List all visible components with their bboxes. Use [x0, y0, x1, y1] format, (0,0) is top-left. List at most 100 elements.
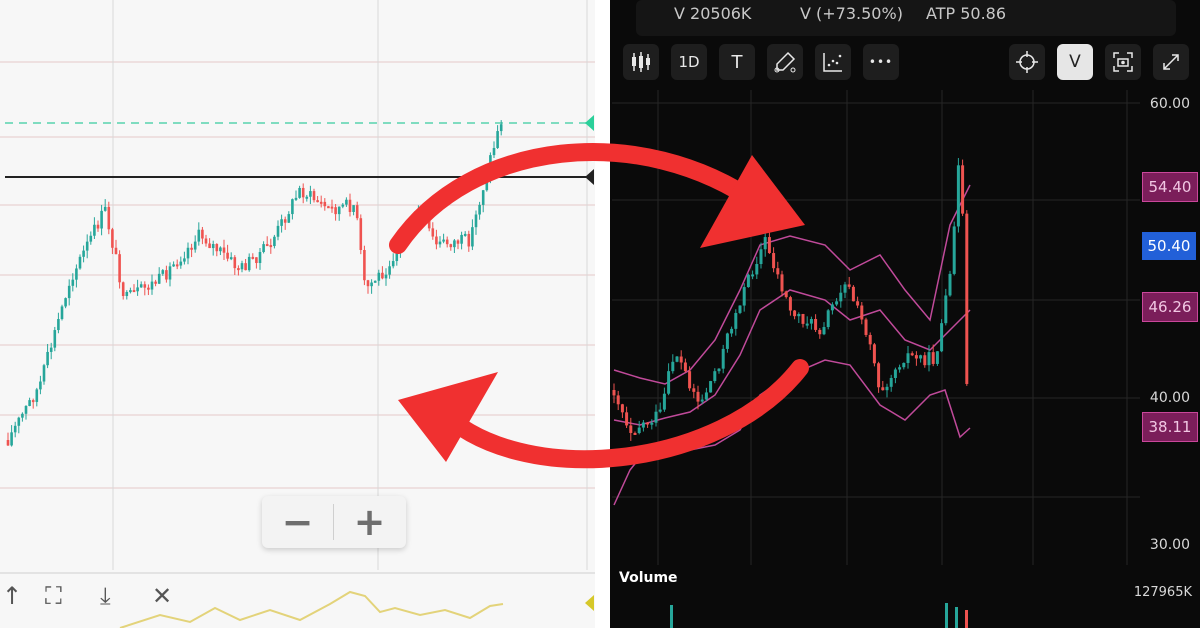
candle-body	[721, 348, 725, 369]
candle-body	[956, 165, 960, 227]
candle-body	[348, 199, 352, 212]
download-icon[interactable]: ⤓	[100, 582, 111, 610]
candle-body	[172, 264, 175, 267]
candle-body	[650, 422, 654, 425]
candle-body	[219, 247, 222, 252]
candle-body	[352, 205, 355, 212]
candle-body	[818, 329, 822, 335]
candle-body	[809, 319, 813, 324]
volume-toggle-button[interactable]: V	[1057, 44, 1093, 80]
candle-body	[793, 310, 797, 317]
candle-body	[262, 244, 265, 253]
candle-body	[129, 290, 132, 293]
candle-body	[139, 284, 143, 288]
expand-icon[interactable]	[1153, 44, 1189, 80]
candle-body	[175, 264, 179, 267]
fullscreen-icon[interactable]: ⛶	[45, 582, 62, 610]
candle-body	[830, 304, 834, 311]
candle-body	[111, 229, 114, 248]
candle-body	[21, 413, 24, 418]
candle-body	[902, 362, 906, 368]
volume-value: 127965K	[1133, 585, 1192, 600]
price-axis-label: 30.00	[1149, 537, 1190, 553]
candle-body	[843, 284, 847, 293]
candle-body	[309, 191, 312, 197]
price-axis-label: 40.00	[1149, 390, 1190, 406]
candle-body	[683, 362, 687, 372]
last-price-marker	[585, 115, 594, 131]
candle-body	[118, 254, 121, 283]
candle-body	[906, 353, 910, 363]
close-icon[interactable]: ✕	[152, 582, 173, 610]
left-vertical-grid	[112, 0, 588, 570]
candle-body	[801, 314, 805, 324]
candle-body	[709, 381, 713, 393]
candle-body	[742, 287, 746, 306]
candle-body	[78, 256, 82, 269]
candle-body	[713, 371, 717, 382]
candle-body	[186, 247, 190, 259]
candle-body	[671, 361, 675, 372]
candle-body	[751, 274, 755, 277]
candle-body	[889, 377, 893, 387]
candle-body	[319, 201, 323, 204]
candle-body	[28, 400, 31, 406]
candle-body	[255, 257, 258, 264]
candle-body	[496, 131, 499, 148]
candle-body	[168, 266, 172, 280]
stats-bar	[636, 0, 1176, 36]
zoom-control: − +	[262, 496, 406, 548]
candle-body	[273, 236, 276, 247]
candle-body	[337, 206, 341, 215]
candle-body	[391, 261, 395, 267]
candle-body	[839, 292, 843, 302]
candle-body	[388, 266, 391, 275]
candle-body	[154, 281, 157, 284]
candle-body	[330, 206, 334, 209]
candle-body	[860, 305, 864, 320]
draw-tool-icon[interactable]	[767, 44, 803, 80]
candle-body	[237, 268, 240, 271]
candle-body	[658, 409, 662, 412]
candle-body	[940, 323, 944, 352]
candle-body	[85, 241, 89, 251]
candle-body	[136, 287, 139, 292]
candle-body	[696, 391, 700, 402]
candle-body	[797, 314, 801, 317]
middle-band-tag: 46.26	[1142, 292, 1198, 322]
candle-body	[233, 257, 237, 269]
candles-icon[interactable]	[623, 44, 659, 80]
candle-body	[772, 253, 776, 269]
indicator-marker	[585, 595, 594, 611]
last-price-tag: 50.40	[1142, 232, 1196, 260]
candle-body	[132, 290, 136, 293]
candle-body	[847, 284, 851, 287]
candle-body	[377, 272, 381, 281]
screenshot-icon[interactable]	[1105, 44, 1141, 80]
volume-change-stat: V (+73.50%)	[800, 4, 903, 23]
candle-body	[898, 367, 902, 370]
candle-body	[646, 422, 650, 425]
candle-body	[965, 213, 969, 384]
candle-body	[190, 247, 193, 250]
candle-body	[31, 400, 35, 403]
candle-body	[872, 344, 876, 364]
indicator-icon[interactable]	[815, 44, 851, 80]
crosshair-icon[interactable]	[1009, 44, 1045, 80]
candle-body	[717, 368, 721, 372]
candle-body	[667, 371, 671, 394]
candle-body	[323, 201, 327, 207]
candle-body	[814, 319, 818, 330]
interval-1d-button[interactable]: 1D	[671, 44, 707, 80]
trend-icon[interactable]: ↑	[2, 582, 23, 610]
more-icon[interactable]: •••	[863, 44, 899, 80]
volume-label: Volume	[619, 570, 678, 586]
text-tool-button[interactable]: T	[719, 44, 755, 80]
zoom-out-button[interactable]: −	[281, 500, 314, 544]
zoom-in-button[interactable]: +	[353, 500, 386, 544]
candle-body	[826, 310, 830, 328]
candle-body	[788, 297, 792, 311]
candle-body	[244, 263, 247, 271]
candle-body	[734, 312, 738, 329]
